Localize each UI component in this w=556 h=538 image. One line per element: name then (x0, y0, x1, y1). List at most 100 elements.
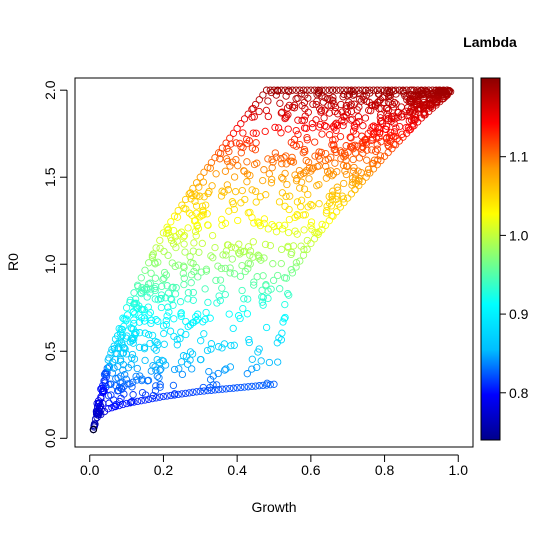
data-point (341, 167, 349, 175)
data-point (363, 156, 371, 164)
data-point (166, 327, 175, 335)
data-point (340, 118, 348, 126)
data-point (292, 126, 300, 135)
data-point (361, 114, 370, 122)
data-point (226, 264, 234, 272)
data-point (148, 394, 157, 403)
y-axis-label: R0 (5, 253, 21, 271)
data-point (410, 86, 418, 94)
data-point (196, 173, 204, 181)
data-point (159, 392, 168, 401)
data-point (277, 109, 285, 117)
data-point (311, 138, 319, 146)
data-point (331, 120, 339, 128)
data-point (265, 170, 273, 178)
data-point (277, 245, 286, 254)
data-point (169, 381, 178, 390)
data-point (167, 233, 175, 242)
data-point (344, 86, 352, 94)
data-point (133, 397, 142, 406)
y-axis: 0.0 0.5 1.0 1.5 2.0 (42, 80, 68, 448)
data-point (347, 190, 356, 198)
data-point (262, 106, 271, 115)
data-point (285, 291, 293, 299)
data-point (192, 313, 200, 321)
data-point (271, 149, 279, 157)
data-point (225, 207, 233, 215)
x-tick-label: 0.2 (154, 462, 174, 478)
data-point (185, 389, 193, 397)
data-point (244, 383, 252, 391)
data-point (156, 383, 164, 391)
data-point (225, 310, 233, 318)
data-point (149, 361, 157, 370)
data-point (138, 388, 147, 397)
data-point (395, 137, 403, 145)
data-point (179, 269, 187, 278)
data-point (237, 143, 245, 151)
data-point (200, 330, 208, 338)
data-point (160, 329, 168, 338)
data-point (226, 384, 234, 393)
data-point (293, 210, 301, 219)
data-point (187, 279, 195, 287)
data-point (107, 391, 115, 399)
data-point (425, 86, 433, 94)
data-point (237, 383, 245, 392)
data-point (299, 86, 308, 94)
data-point (170, 365, 179, 374)
data-point (193, 192, 201, 200)
data-point (218, 284, 226, 292)
data-point (198, 239, 206, 248)
data-point (133, 281, 142, 289)
data-point (259, 272, 267, 280)
data-point (295, 166, 304, 175)
data-point (221, 290, 229, 299)
data-point (328, 192, 336, 201)
data-point (259, 381, 267, 390)
data-point (266, 86, 274, 94)
data-point (180, 240, 188, 248)
data-point (188, 365, 196, 373)
data-point (240, 247, 249, 255)
data-point (282, 152, 290, 160)
data-point (301, 211, 309, 219)
data-point (304, 190, 312, 199)
data-point (244, 243, 253, 251)
data-point (250, 113, 258, 121)
data-point (278, 189, 287, 197)
data-point (136, 372, 144, 380)
data-point (177, 228, 186, 236)
data-point (283, 180, 291, 189)
data-point (374, 90, 383, 98)
data-point (284, 111, 292, 119)
data-point (222, 385, 230, 393)
data-point (185, 209, 194, 217)
data-point (352, 119, 361, 128)
data-point (132, 372, 140, 381)
data-point (172, 243, 180, 252)
data-point (138, 284, 146, 292)
data-point (243, 158, 251, 166)
data-point (340, 179, 348, 188)
data-point (182, 352, 191, 361)
data-point (135, 343, 144, 352)
data-point (203, 346, 212, 355)
data-point (310, 86, 319, 94)
data-point (291, 171, 299, 179)
data-point (229, 129, 238, 137)
data-point (342, 142, 350, 150)
data-point (178, 370, 187, 379)
data-point (383, 134, 391, 142)
data-point (222, 251, 230, 259)
data-point (285, 205, 293, 214)
data-point (331, 107, 339, 116)
data-point (369, 86, 378, 94)
data-point (218, 215, 226, 224)
data-point (264, 97, 272, 105)
data-point (315, 162, 323, 170)
data-point (245, 338, 253, 347)
data-point (398, 113, 406, 121)
data-point (268, 164, 276, 172)
data-point (194, 310, 202, 318)
